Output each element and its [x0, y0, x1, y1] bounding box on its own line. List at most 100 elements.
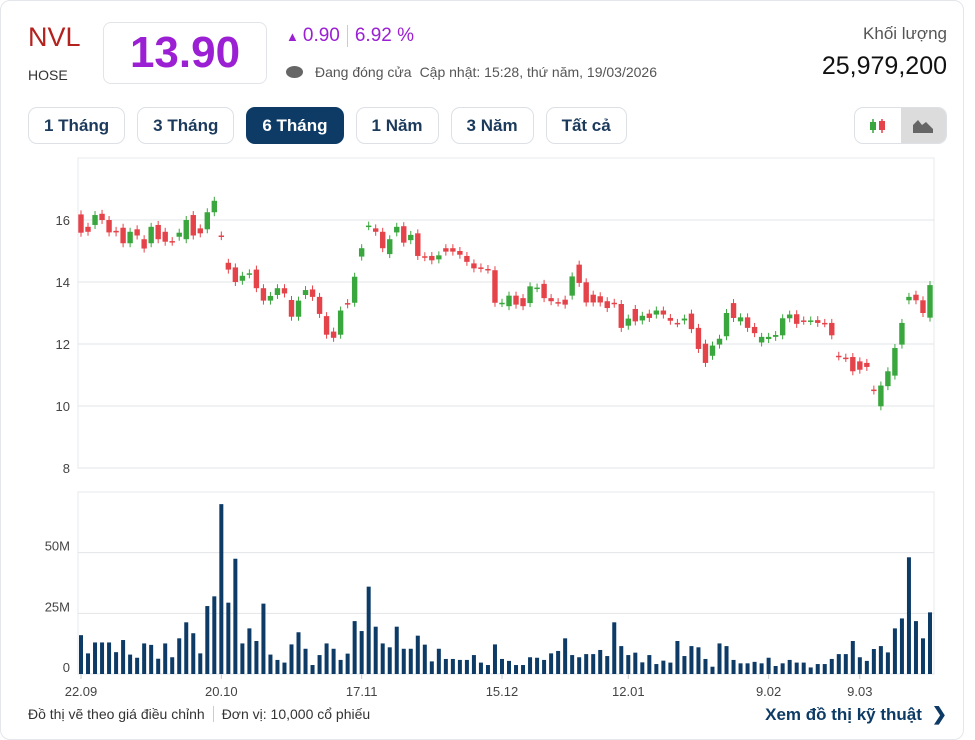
volume-bar	[240, 643, 245, 674]
volume-bar	[766, 657, 771, 674]
candle-up	[499, 302, 505, 305]
divider	[346, 25, 348, 47]
volume-bar	[535, 657, 540, 674]
chart-type-toggle	[854, 107, 947, 144]
candlestick-button[interactable]	[855, 108, 901, 143]
volume-bar	[878, 646, 883, 674]
candle-up	[772, 335, 779, 337]
candle-down	[548, 298, 554, 302]
tab-1-year[interactable]: 1 Năm	[355, 107, 439, 144]
candle-down	[309, 289, 316, 297]
volume-bar	[86, 653, 91, 674]
candle-down	[583, 282, 589, 303]
candle-down	[443, 248, 449, 252]
volume-bar	[829, 658, 834, 674]
volume-bar	[920, 638, 925, 674]
volume-bar	[135, 657, 140, 674]
candle-up	[681, 318, 688, 321]
update-time: Cập nhật: 15:28, thứ năm, 19/03/2026	[419, 64, 657, 80]
candle-up	[274, 288, 281, 296]
exchange-label: HOSE	[28, 67, 68, 83]
volume-bar	[752, 661, 757, 674]
volume-bar	[661, 660, 666, 674]
candle-up	[267, 295, 274, 301]
tab-3-months[interactable]: 3 Tháng	[137, 107, 235, 144]
candle-up	[436, 255, 442, 260]
candle-up	[302, 290, 309, 296]
volume-bar	[591, 654, 596, 674]
market-status: Đang đóng cửa Cập nhật: 15:28, thứ năm, …	[286, 64, 657, 80]
candle-up	[709, 345, 716, 356]
volume-bar	[436, 648, 441, 674]
candle-down	[253, 269, 260, 289]
candle-up	[211, 200, 218, 213]
candle-up	[295, 300, 302, 317]
volume-bar	[93, 642, 98, 674]
volume-bar	[843, 654, 848, 674]
volume-bar	[485, 665, 490, 674]
candle-down	[702, 343, 709, 363]
candle-up	[779, 318, 786, 336]
volume-bar	[457, 659, 462, 674]
volume-bar	[759, 663, 764, 674]
area-chart-button[interactable]	[900, 108, 946, 143]
volume-bar	[163, 643, 168, 674]
candle-down	[478, 267, 484, 269]
volume-bar	[822, 664, 827, 674]
volume-bar	[191, 633, 196, 674]
candle-up	[723, 313, 730, 337]
volume-bar	[233, 558, 238, 674]
candle-up	[737, 317, 744, 322]
candle-down	[78, 214, 84, 233]
tab-all[interactable]: Tất cả	[545, 107, 627, 144]
candle-down	[197, 228, 203, 234]
volume-bar	[121, 640, 126, 674]
candle-down	[618, 304, 624, 328]
candle-down	[218, 235, 225, 237]
volume-bar	[850, 640, 855, 674]
area-chart-icon	[913, 119, 934, 133]
volume-bar	[801, 662, 806, 674]
volume-bar	[464, 659, 469, 674]
volume-bar	[647, 655, 652, 674]
tab-1-month[interactable]: 1 Tháng	[28, 107, 126, 144]
tab-6-months[interactable]: 6 Tháng	[246, 107, 344, 144]
chevron-right-icon: ❯	[931, 704, 947, 724]
volume-bar	[724, 646, 729, 674]
candle-up	[183, 220, 189, 240]
candle-down	[744, 317, 751, 328]
tab-3-years[interactable]: 3 Năm	[450, 107, 534, 144]
candle-up	[148, 226, 154, 244]
price-tick-label: 14	[56, 275, 70, 290]
candle-up	[365, 225, 372, 228]
candle-up	[878, 385, 884, 407]
price-tick-label: 10	[56, 399, 70, 414]
volume-bar	[492, 644, 497, 674]
volume-bar	[177, 638, 182, 674]
volume-bar	[928, 612, 932, 674]
candle-up	[786, 314, 793, 319]
volume-bar	[450, 658, 455, 674]
volume-bar	[605, 656, 610, 674]
candle-down	[576, 264, 582, 283]
candle-down	[667, 317, 674, 321]
status-text: Đang đóng cửa	[315, 64, 412, 80]
candle-down	[155, 224, 161, 240]
technical-chart-link[interactable]: Xem đồ thị kỹ thuật ❯	[765, 704, 947, 725]
candle-down	[646, 313, 653, 318]
candle-up	[204, 212, 210, 230]
candle-down	[85, 226, 91, 232]
candle-up	[127, 231, 133, 244]
candle-down	[401, 226, 407, 243]
volume-tick-label: 50M	[45, 539, 70, 554]
candle-down	[857, 361, 863, 370]
volume-bar	[373, 626, 378, 674]
candle-down	[106, 220, 112, 233]
candle-down	[492, 270, 498, 303]
candle-down	[801, 320, 807, 322]
status-dot-icon	[286, 66, 303, 78]
candle-up	[527, 286, 533, 304]
candle-down	[604, 301, 610, 309]
volume-bar	[507, 660, 512, 674]
volume-bar	[289, 644, 294, 674]
